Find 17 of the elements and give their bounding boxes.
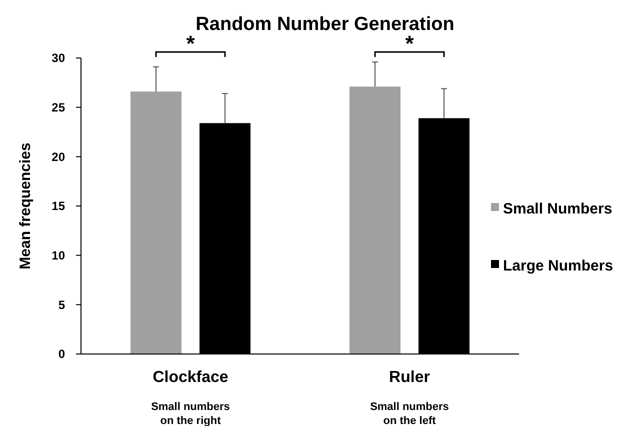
y-tick-label: 20 (52, 150, 66, 164)
y-axis-title: Mean frequencies (17, 142, 34, 270)
legend-label: Small Numbers (503, 200, 612, 218)
text: * (186, 31, 196, 56)
y-tick-label: 25 (52, 100, 66, 115)
text: Small numbers on the left (370, 401, 449, 426)
y-tick-label: 30 (52, 51, 66, 66)
x-tick-label: Clockface (152, 369, 228, 386)
y-tick-label: 0 (58, 347, 66, 362)
y-tick-label: 5 (58, 298, 66, 312)
legend-label: Large Numbers (503, 257, 614, 274)
y-tick-label: 10 (52, 248, 66, 263)
bar (130, 92, 182, 354)
y-tick-label: 15 (52, 199, 66, 214)
x-tick-label: Ruler (389, 369, 430, 386)
bar (350, 86, 400, 354)
text: Small numbers on the right (151, 401, 230, 426)
